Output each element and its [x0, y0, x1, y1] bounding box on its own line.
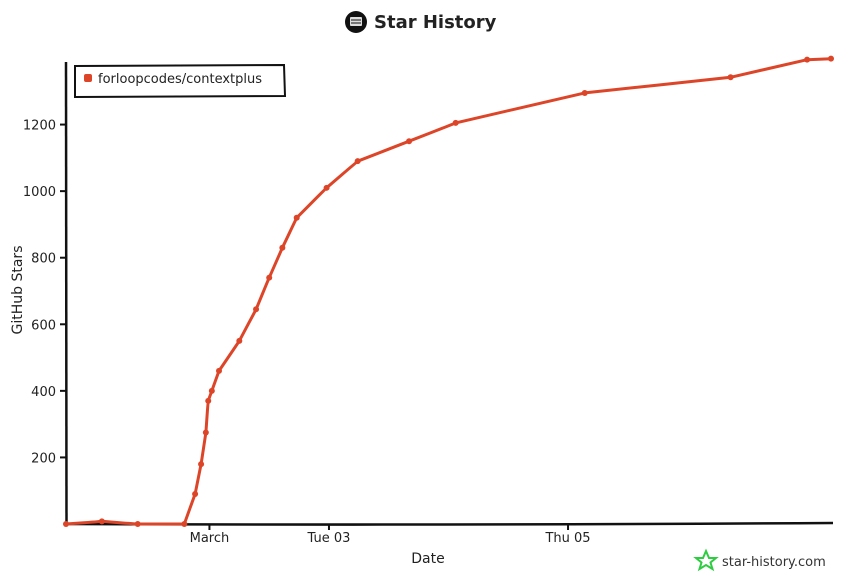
chart-title: Star History: [374, 12, 497, 33]
legend: forloopcodes/contextplus: [74, 63, 287, 99]
legend-swatch: [84, 74, 92, 82]
legend-label: forloopcodes/contextplus: [98, 72, 262, 87]
x-tick-group: March Tue 03 Thu 05: [190, 524, 591, 546]
data-point[interactable]: [208, 387, 215, 394]
data-point[interactable]: [406, 138, 413, 145]
data-point[interactable]: [198, 461, 205, 468]
x-tick-label: Thu 05: [544, 531, 590, 546]
data-point[interactable]: [63, 521, 69, 527]
y-tick-label: 600: [31, 318, 56, 333]
data-point[interactable]: [293, 214, 300, 221]
x-tick-label: Tue 03: [307, 531, 351, 546]
github-icon: [345, 11, 367, 33]
chart-title-group: Star History: [345, 11, 497, 33]
data-point[interactable]: [279, 244, 286, 251]
data-point[interactable]: [323, 184, 330, 191]
data-point[interactable]: [181, 521, 188, 527]
data-point[interactable]: [216, 367, 222, 374]
watermark[interactable]: star-history.com: [693, 548, 826, 572]
data-point[interactable]: [205, 397, 212, 404]
y-tick-label: 400: [31, 385, 56, 400]
data-point[interactable]: [266, 274, 273, 281]
data-point[interactable]: [134, 521, 141, 527]
series-group: [63, 55, 834, 527]
data-point[interactable]: [581, 89, 588, 96]
data-point[interactable]: [236, 337, 243, 344]
watermark-text: star-history.com: [722, 555, 826, 570]
y-tick-label: 200: [31, 451, 56, 466]
x-axis-label: Date: [411, 551, 444, 567]
data-point[interactable]: [727, 74, 734, 81]
legend-box: [74, 63, 287, 99]
data-point[interactable]: [452, 119, 459, 126]
data-point[interactable]: [202, 429, 209, 436]
x-tick-label: March: [190, 531, 230, 546]
y-tick-label: 800: [31, 252, 56, 267]
star-logo-icon: [693, 548, 719, 572]
y-tick-label: 1200: [23, 119, 56, 134]
data-point[interactable]: [253, 306, 260, 313]
data-point[interactable]: [98, 518, 105, 525]
y-axis: [64, 61, 68, 527]
data-point[interactable]: [804, 56, 811, 63]
series-line: [64, 57, 833, 526]
y-tick-group: 200 400 600 800 1000 1200: [23, 119, 66, 466]
data-point[interactable]: [354, 158, 361, 165]
y-axis-label: GitHub Stars: [10, 246, 26, 335]
y-tick-label: 1000: [23, 185, 56, 200]
data-point[interactable]: [828, 55, 834, 62]
data-point[interactable]: [192, 491, 199, 498]
